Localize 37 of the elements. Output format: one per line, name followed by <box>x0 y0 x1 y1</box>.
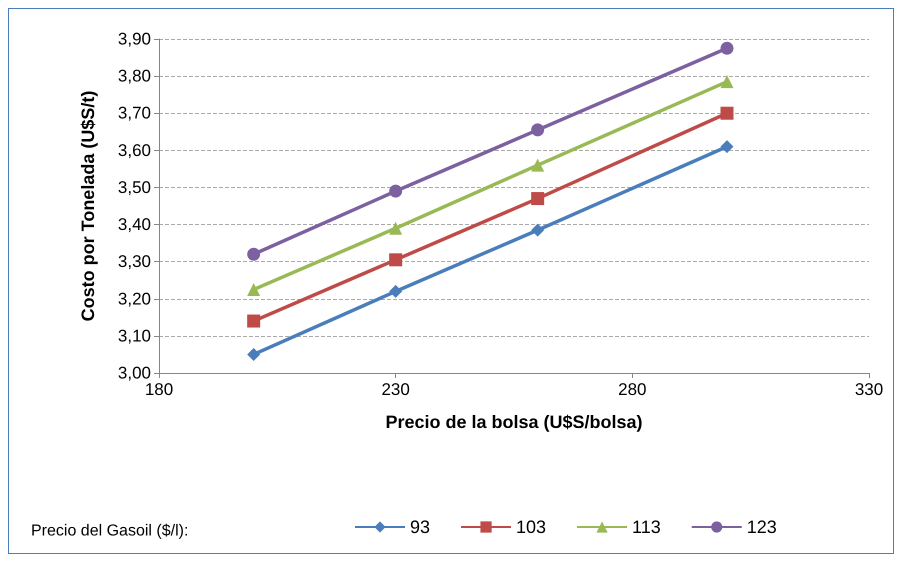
y-tick-label: 3,30 <box>118 252 151 272</box>
point <box>247 283 260 296</box>
point <box>720 75 734 88</box>
y-tick-label: 3,60 <box>118 140 151 160</box>
y-tick-label: 3,00 <box>118 364 151 382</box>
point <box>389 184 402 198</box>
x-axis-title: Precio de la bolsa (U$S/bolsa) <box>385 412 643 432</box>
point <box>247 348 260 361</box>
y-axis-title: Costo por Tonelada (U$S/t) <box>78 90 98 322</box>
point <box>531 224 544 237</box>
legend-label: 93 <box>410 517 430 537</box>
y-tick-label: 3,90 <box>118 30 151 48</box>
y-tick-label: 3,50 <box>118 178 151 197</box>
legend-label: 123 <box>746 517 777 537</box>
point <box>247 248 260 261</box>
point <box>720 140 734 154</box>
y-tick-label: 3,20 <box>118 289 151 308</box>
x-tick-label: 180 <box>144 380 174 399</box>
x-tick-label: 330 <box>854 380 884 399</box>
y-tick-label: 3,80 <box>118 66 151 86</box>
point <box>720 106 734 120</box>
y-tick-label: 3,70 <box>118 104 151 123</box>
y-tick-label: 3,10 <box>118 326 151 346</box>
point <box>389 284 402 298</box>
point <box>720 42 734 55</box>
point <box>389 222 402 235</box>
point <box>247 314 260 328</box>
legend-label: 113 <box>632 517 661 537</box>
point <box>389 253 402 266</box>
legend-title: Precio del Gasoil ($/l): <box>31 522 188 540</box>
x-tick-label: 230 <box>381 380 410 399</box>
legend-label: 103 <box>516 517 546 537</box>
point <box>531 192 544 206</box>
point <box>531 123 544 136</box>
x-tick-label: 280 <box>618 380 647 399</box>
point <box>531 158 544 172</box>
y-tick-label: 3,40 <box>118 215 151 234</box>
